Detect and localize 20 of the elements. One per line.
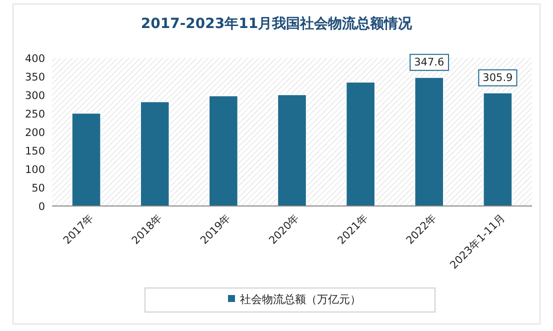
chart-title: 2017-2023年11月我国社会物流总额情况: [140, 15, 414, 32]
bar: [277, 94, 307, 206]
y-tick-label: 350: [24, 72, 45, 84]
y-tick-label: 300: [24, 90, 45, 102]
bar: [482, 92, 513, 206]
y-tick-label: 400: [24, 53, 45, 65]
data-label: 305.9: [482, 72, 513, 84]
bar: [140, 101, 170, 206]
bar: [346, 82, 376, 206]
bar: [208, 95, 238, 206]
bar: [71, 112, 102, 206]
y-tick-label: 100: [24, 164, 45, 176]
data-label: 347.6: [414, 56, 444, 68]
bar: [414, 76, 444, 206]
y-tick-label: 50: [32, 182, 45, 194]
legend-label: 社会物流总额（万亿元）: [240, 293, 361, 306]
y-tick-label: 0: [38, 201, 45, 213]
y-tick-label: 200: [24, 127, 45, 139]
y-tick-label: 150: [24, 146, 45, 158]
y-tick-label: 250: [24, 108, 45, 120]
